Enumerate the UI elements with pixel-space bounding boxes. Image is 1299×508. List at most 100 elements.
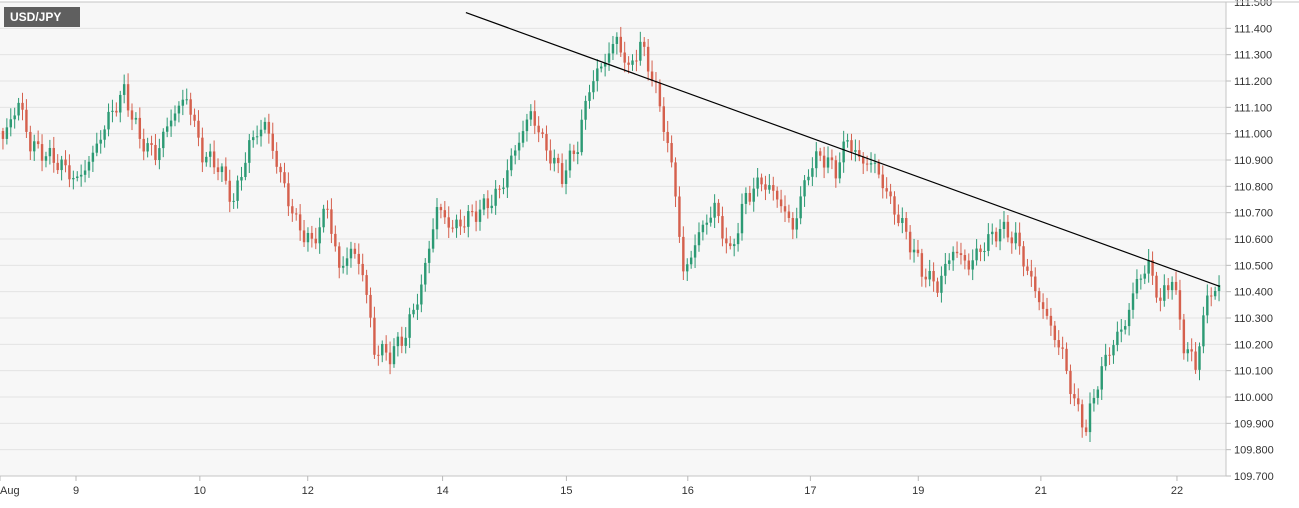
candle-body: [60, 159, 63, 171]
candle-body: [1069, 370, 1072, 395]
candle-body: [36, 141, 40, 145]
candle-body: [334, 233, 337, 247]
candle-body: [498, 188, 501, 190]
candle-body: [721, 216, 724, 239]
candle-body: [1018, 232, 1021, 247]
candle-body: [521, 131, 525, 143]
candle-body: [314, 238, 317, 244]
candle-body: [838, 162, 841, 179]
candle-body: [772, 185, 775, 191]
x-tick-label: Aug: [0, 485, 20, 497]
candle-body: [5, 127, 9, 139]
candle-body: [111, 110, 114, 112]
candle-body: [431, 229, 435, 249]
candle-body: [826, 157, 830, 168]
candle-body: [940, 275, 943, 293]
candle-body: [298, 214, 302, 231]
candle-body: [287, 183, 290, 207]
candle-body: [740, 203, 744, 234]
candle-body: [64, 159, 67, 166]
candle-body: [158, 148, 161, 161]
candle-body: [1217, 284, 1221, 291]
candle-body: [177, 105, 181, 114]
candle-body: [1045, 308, 1049, 316]
candle-body: [76, 176, 79, 178]
candle-body: [744, 192, 748, 204]
candle-body: [189, 99, 192, 115]
candle-body: [165, 126, 169, 132]
y-tick-label: 110.900: [1234, 155, 1273, 167]
candle-body: [330, 209, 333, 234]
candle-body: [885, 188, 888, 192]
candle-body: [306, 232, 310, 243]
candle-body: [955, 251, 959, 254]
candle-body: [689, 257, 693, 265]
candle-body: [631, 60, 634, 65]
candle-body: [447, 217, 450, 228]
candle-body: [224, 166, 228, 181]
candle-body: [525, 119, 529, 132]
candle-body: [1049, 315, 1053, 326]
candle-body: [600, 66, 603, 69]
candle-body: [603, 62, 607, 67]
candle-body: [412, 309, 415, 315]
ticker-badge: USD/JPY: [4, 7, 80, 27]
candle-body: [1206, 295, 1209, 316]
candle-body: [732, 244, 736, 247]
candle-body: [1077, 398, 1080, 405]
candle-body: [1092, 397, 1096, 404]
candle-body: [1139, 278, 1143, 280]
candle-body: [607, 53, 611, 63]
candle-body: [251, 137, 255, 141]
candle-body: [1163, 285, 1166, 301]
candle-body: [1041, 302, 1045, 309]
candle-body: [1080, 404, 1084, 428]
candle-body: [858, 150, 861, 157]
candle-body: [40, 144, 44, 161]
candle-body: [17, 102, 20, 116]
candle-body: [1053, 325, 1057, 341]
candle-body: [815, 151, 818, 169]
candle-body: [560, 163, 564, 184]
candle-body: [697, 232, 701, 246]
candle-body: [1022, 246, 1025, 267]
candle-body: [400, 336, 404, 346]
candle-body: [87, 161, 91, 171]
candle-body: [115, 110, 118, 113]
candle-body: [232, 200, 235, 202]
candle-body: [912, 249, 916, 253]
candle-body: [908, 231, 912, 253]
candle-body: [275, 150, 278, 167]
x-tick-label: 19: [912, 485, 924, 497]
candle-body: [979, 248, 982, 253]
candle-body: [834, 160, 838, 179]
candle-body: [1202, 315, 1205, 347]
candle-body: [1096, 389, 1100, 398]
candle-body: [818, 151, 822, 156]
candle-body: [377, 354, 380, 356]
candle-body: [478, 209, 482, 222]
candle-body: [474, 211, 478, 222]
candle-body: [56, 162, 59, 171]
candle-layer: [1, 26, 1221, 442]
y-tick-label: 110.700: [1234, 208, 1273, 220]
candle-body: [627, 62, 630, 65]
candle-body: [83, 170, 87, 175]
candle-body: [283, 172, 286, 184]
candle-body: [142, 138, 145, 152]
candle-body: [850, 140, 853, 152]
candle-body: [1143, 273, 1146, 279]
candle-body: [666, 131, 669, 144]
candle-body: [138, 117, 142, 139]
candle-body: [768, 185, 771, 190]
candle-body: [948, 260, 951, 264]
candle-body: [861, 156, 865, 164]
candle-body: [263, 121, 267, 130]
candle-body: [220, 166, 224, 173]
candle-body: [682, 236, 685, 272]
y-tick-label: 111.000: [1234, 129, 1272, 141]
candle-body: [357, 253, 361, 264]
candle-body: [1030, 270, 1033, 277]
candle-body: [506, 170, 509, 188]
